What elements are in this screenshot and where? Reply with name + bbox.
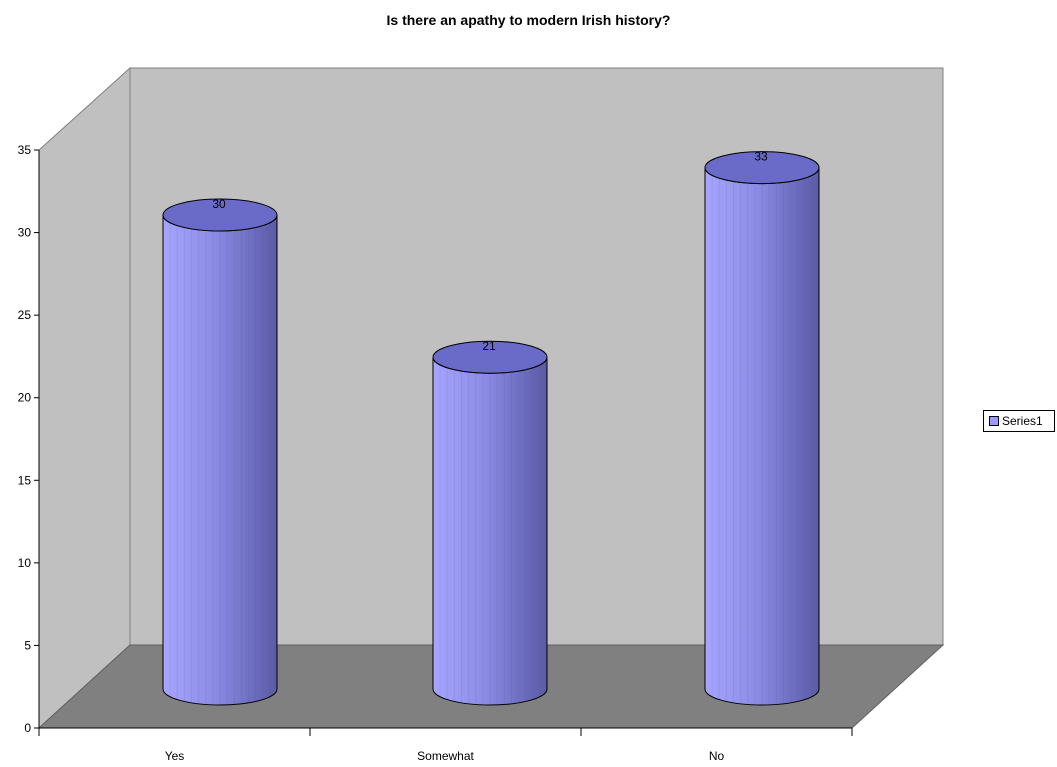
y-tick-label: 0: [24, 721, 31, 735]
legend-label: Series1: [1002, 414, 1043, 428]
y-tick-label: 15: [18, 473, 32, 487]
x-tick-label: Somewhat: [417, 749, 474, 763]
y-tick-label: 5: [24, 638, 31, 652]
x-tick-label: No: [709, 749, 725, 763]
bar-top-cap: [162, 198, 278, 232]
chart-title: Is there an apathy to modern Irish histo…: [386, 12, 671, 28]
side-wall: [38, 66, 131, 730]
bar-somewhat: 21: [432, 339, 548, 706]
y-tick-label: 10: [18, 556, 32, 570]
bar-top-cap: [432, 340, 548, 374]
data-label: 21: [482, 339, 496, 353]
y-tick-label: 20: [18, 391, 32, 405]
legend: Series1: [983, 410, 1055, 432]
bar-top-cap: [704, 151, 820, 185]
y-tick-label: 30: [18, 226, 32, 240]
bar-no: 33: [704, 150, 820, 706]
bar-yes: 30: [162, 197, 278, 706]
x-tick-label: Yes: [165, 749, 185, 763]
y-tick-label: 35: [18, 143, 32, 157]
data-label: 30: [212, 197, 226, 211]
data-label: 33: [754, 150, 768, 164]
legend-swatch: [989, 416, 999, 426]
y-tick-label: 25: [18, 308, 32, 322]
